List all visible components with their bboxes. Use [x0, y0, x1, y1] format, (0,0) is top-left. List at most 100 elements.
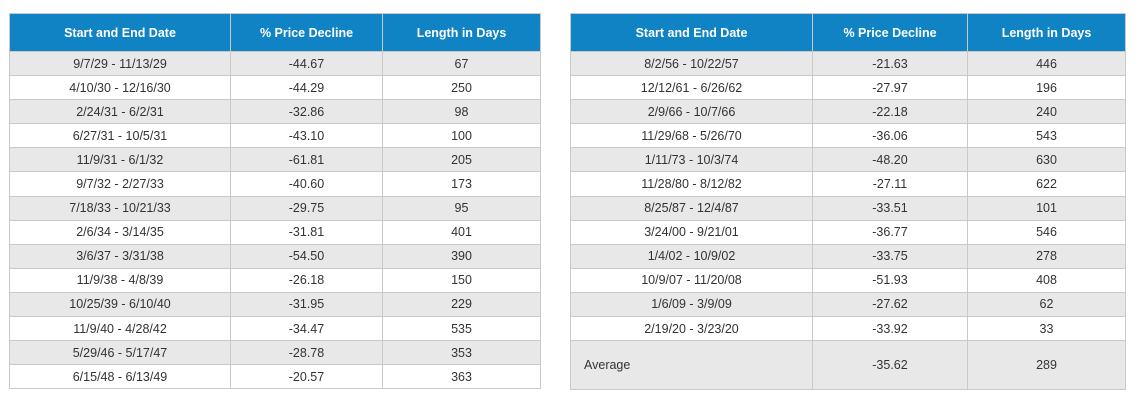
cell-date-range: 8/2/56 - 10/22/57 [570, 50, 813, 77]
cell-date-range: 2/24/31 - 6/2/31 [9, 99, 231, 125]
cell-date-range: 10/9/07 - 11/20/08 [570, 267, 813, 293]
cell-price-decline: -27.62 [812, 291, 968, 318]
cell-length-days: 150 [382, 267, 541, 293]
cell-date-range: 11/9/40 - 4/28/42 [9, 316, 231, 342]
cell-date-range: 1/6/09 - 3/9/09 [570, 291, 813, 318]
cell-date-range: 11/29/68 - 5/26/70 [570, 123, 813, 149]
header-price-decline: % Price Decline [230, 13, 383, 52]
cell-date-range: 2/6/34 - 3/14/35 [9, 219, 231, 245]
table-row: 2/6/34 - 3/14/35 -31.81 401 [9, 219, 541, 245]
cell-date-range: 12/12/61 - 6/26/62 [570, 75, 813, 101]
cell-length-days: 101 [967, 195, 1126, 221]
table-row: 10/25/39 - 6/10/40 -31.95 229 [9, 291, 541, 318]
cell-price-decline: -48.20 [812, 147, 968, 173]
table-row: 12/12/61 - 6/26/62 -27.97 196 [570, 75, 1126, 101]
table-row: 1/11/73 - 10/3/74 -48.20 630 [570, 147, 1126, 173]
cell-length-days: 196 [967, 75, 1126, 101]
average-days: 289 [967, 340, 1126, 391]
header-start-end-date: Start and End Date [570, 13, 813, 52]
average-decline: -35.62 [812, 340, 968, 391]
cell-length-days: 33 [967, 316, 1126, 342]
cell-date-range: 5/29/46 - 5/17/47 [9, 340, 231, 366]
table-row: 8/25/87 - 12/4/87 -33.51 101 [570, 195, 1126, 221]
cell-date-range: 7/18/33 - 10/21/33 [9, 195, 231, 221]
table-row: 6/15/48 - 6/13/49 -20.57 363 [9, 364, 541, 390]
cell-price-decline: -44.29 [230, 75, 383, 101]
cell-length-days: 446 [967, 50, 1126, 77]
table-row: 9/7/32 - 2/27/33 -40.60 173 [9, 171, 541, 197]
table-row: 1/6/09 - 3/9/09 -27.62 62 [570, 291, 1126, 318]
cell-date-range: 1/11/73 - 10/3/74 [570, 147, 813, 173]
cell-date-range: 8/25/87 - 12/4/87 [570, 195, 813, 221]
cell-price-decline: -43.10 [230, 123, 383, 149]
table-row: 11/9/40 - 4/28/42 -34.47 535 [9, 316, 541, 342]
cell-date-range: 11/9/38 - 4/8/39 [9, 267, 231, 293]
cell-date-range: 2/9/66 - 10/7/66 [570, 99, 813, 125]
cell-length-days: 630 [967, 147, 1126, 173]
cell-price-decline: -21.63 [812, 50, 968, 77]
cell-length-days: 408 [967, 267, 1126, 293]
cell-length-days: 98 [382, 99, 541, 125]
cell-price-decline: -44.67 [230, 50, 383, 77]
average-label: Average [570, 340, 813, 391]
cell-date-range: 4/10/30 - 12/16/30 [9, 75, 231, 101]
cell-date-range: 10/25/39 - 6/10/40 [9, 291, 231, 318]
cell-length-days: 229 [382, 291, 541, 318]
bear-market-table-left: Start and End Date % Price Decline Lengt… [9, 13, 541, 390]
cell-length-days: 363 [382, 364, 541, 390]
table-row: 10/9/07 - 11/20/08 -51.93 408 [570, 267, 1126, 293]
cell-date-range: 6/27/31 - 10/5/31 [9, 123, 231, 149]
cell-length-days: 173 [382, 171, 541, 197]
table-row: 7/18/33 - 10/21/33 -29.75 95 [9, 195, 541, 221]
cell-price-decline: -29.75 [230, 195, 383, 221]
cell-length-days: 100 [382, 123, 541, 149]
cell-length-days: 240 [967, 99, 1126, 125]
table-row: 1/4/02 - 10/9/02 -33.75 278 [570, 243, 1126, 269]
cell-length-days: 62 [967, 291, 1126, 318]
header-start-end-date: Start and End Date [9, 13, 231, 52]
table-row: 6/27/31 - 10/5/31 -43.10 100 [9, 123, 541, 149]
cell-price-decline: -33.92 [812, 316, 968, 342]
cell-date-range: 11/28/80 - 8/12/82 [570, 171, 813, 197]
cell-length-days: 95 [382, 195, 541, 221]
cell-date-range: 6/15/48 - 6/13/49 [9, 364, 231, 390]
cell-length-days: 250 [382, 75, 541, 101]
cell-price-decline: -34.47 [230, 316, 383, 342]
table-row: 11/28/80 - 8/12/82 -27.11 622 [570, 171, 1126, 197]
cell-date-range: 2/19/20 - 3/23/20 [570, 316, 813, 342]
table-row: 3/24/00 - 9/21/01 -36.77 546 [570, 219, 1126, 245]
cell-length-days: 401 [382, 219, 541, 245]
table-row: 5/29/46 - 5/17/47 -28.78 353 [9, 340, 541, 366]
cell-price-decline: -22.18 [812, 99, 968, 125]
table-row: 9/7/29 - 11/13/29 -44.67 67 [9, 50, 541, 77]
cell-length-days: 353 [382, 340, 541, 366]
bear-market-table-right: Start and End Date % Price Decline Lengt… [570, 13, 1126, 391]
table-row: 2/9/66 - 10/7/66 -22.18 240 [570, 99, 1126, 125]
table-row: 3/6/37 - 3/31/38 -54.50 390 [9, 243, 541, 269]
table-row: 4/10/30 - 12/16/30 -44.29 250 [9, 75, 541, 101]
cell-price-decline: -51.93 [812, 267, 968, 293]
cell-length-days: 546 [967, 219, 1126, 245]
cell-price-decline: -33.51 [812, 195, 968, 221]
cell-length-days: 622 [967, 171, 1126, 197]
cell-price-decline: -28.78 [230, 340, 383, 366]
cell-price-decline: -32.86 [230, 99, 383, 125]
table-row: 11/9/31 - 6/1/32 -61.81 205 [9, 147, 541, 173]
cell-price-decline: -27.97 [812, 75, 968, 101]
cell-price-decline: -33.75 [812, 243, 968, 269]
table-row: 8/2/56 - 10/22/57 -21.63 446 [570, 50, 1126, 77]
cell-price-decline: -36.06 [812, 123, 968, 149]
cell-length-days: 390 [382, 243, 541, 269]
cell-length-days: 535 [382, 316, 541, 342]
table-header-row: Start and End Date % Price Decline Lengt… [9, 13, 541, 52]
cell-date-range: 11/9/31 - 6/1/32 [9, 147, 231, 173]
cell-date-range: 3/6/37 - 3/31/38 [9, 243, 231, 269]
average-row: Average -35.62 289 [570, 340, 1126, 391]
cell-price-decline: -20.57 [230, 364, 383, 390]
table-row: 2/24/31 - 6/2/31 -32.86 98 [9, 99, 541, 125]
cell-price-decline: -27.11 [812, 171, 968, 197]
cell-length-days: 67 [382, 50, 541, 77]
cell-date-range: 3/24/00 - 9/21/01 [570, 219, 813, 245]
cell-price-decline: -36.77 [812, 219, 968, 245]
header-length-days: Length in Days [382, 13, 541, 52]
